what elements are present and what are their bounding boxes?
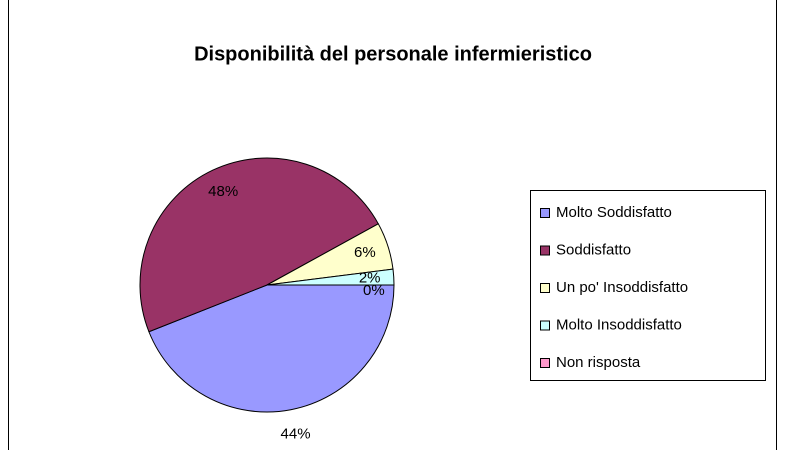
- legend-label: Molto Insoddisfatto: [556, 316, 682, 333]
- data-label: 0%: [363, 282, 385, 299]
- legend-label: Non risposta: [556, 354, 641, 371]
- pie-slice: [148, 284, 395, 413]
- legend-swatch: [540, 358, 550, 368]
- legend-swatch: [540, 208, 550, 218]
- legend-swatch: [540, 245, 550, 256]
- chart-title: Disponibilità del personale infermierist…: [194, 43, 592, 65]
- data-label: 44%: [281, 426, 311, 443]
- legend-swatch: [540, 283, 550, 293]
- legend-label: Molto Soddisfatto: [556, 204, 672, 221]
- legend-label: Soddisfatto: [556, 241, 631, 258]
- legend-swatch: [540, 320, 550, 331]
- pie-slice: [139, 157, 379, 333]
- data-label: 48%: [208, 183, 238, 200]
- data-label: 6%: [354, 244, 376, 261]
- legend-box: [530, 190, 766, 381]
- data-label: 2%: [359, 270, 381, 287]
- legend-label: Un po' Insoddisfatto: [556, 279, 688, 296]
